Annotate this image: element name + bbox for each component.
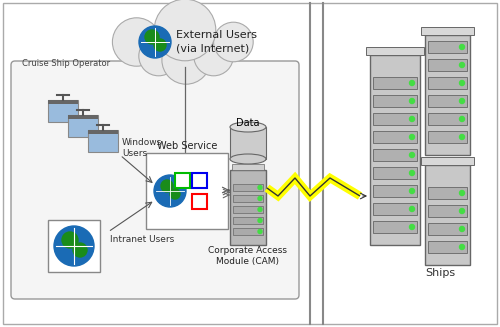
Bar bbox=[230, 127, 266, 159]
Circle shape bbox=[460, 227, 464, 232]
FancyBboxPatch shape bbox=[428, 223, 467, 235]
FancyBboxPatch shape bbox=[232, 164, 264, 170]
Circle shape bbox=[258, 218, 262, 222]
FancyBboxPatch shape bbox=[373, 95, 417, 107]
Ellipse shape bbox=[230, 154, 266, 164]
FancyBboxPatch shape bbox=[48, 100, 78, 122]
Text: Ships: Ships bbox=[425, 268, 455, 278]
FancyBboxPatch shape bbox=[425, 35, 470, 155]
FancyBboxPatch shape bbox=[428, 95, 467, 107]
FancyBboxPatch shape bbox=[146, 153, 228, 229]
Circle shape bbox=[410, 206, 414, 212]
Circle shape bbox=[161, 180, 173, 192]
Circle shape bbox=[73, 243, 87, 257]
Circle shape bbox=[258, 185, 262, 190]
FancyBboxPatch shape bbox=[88, 130, 118, 152]
Text: Intranet Users: Intranet Users bbox=[110, 235, 174, 245]
FancyBboxPatch shape bbox=[373, 149, 417, 161]
Circle shape bbox=[410, 134, 414, 140]
FancyBboxPatch shape bbox=[428, 131, 467, 143]
FancyBboxPatch shape bbox=[373, 113, 417, 125]
Text: External Users
(via Internet): External Users (via Internet) bbox=[176, 30, 257, 53]
FancyBboxPatch shape bbox=[425, 165, 470, 265]
Circle shape bbox=[460, 134, 464, 140]
Circle shape bbox=[258, 230, 262, 233]
Circle shape bbox=[460, 62, 464, 67]
FancyBboxPatch shape bbox=[192, 194, 207, 209]
FancyBboxPatch shape bbox=[373, 221, 417, 233]
Circle shape bbox=[410, 170, 414, 176]
FancyBboxPatch shape bbox=[421, 27, 474, 35]
FancyBboxPatch shape bbox=[428, 113, 467, 125]
Circle shape bbox=[460, 44, 464, 49]
Circle shape bbox=[410, 152, 414, 158]
FancyBboxPatch shape bbox=[230, 170, 266, 245]
FancyBboxPatch shape bbox=[175, 173, 190, 188]
Text: Data: Data bbox=[236, 118, 260, 128]
Circle shape bbox=[214, 22, 253, 62]
Circle shape bbox=[460, 80, 464, 85]
Circle shape bbox=[154, 175, 186, 207]
Circle shape bbox=[139, 36, 178, 76]
FancyBboxPatch shape bbox=[428, 59, 467, 71]
FancyBboxPatch shape bbox=[48, 100, 78, 104]
FancyBboxPatch shape bbox=[192, 173, 207, 188]
FancyBboxPatch shape bbox=[373, 77, 417, 89]
FancyBboxPatch shape bbox=[233, 217, 263, 224]
Circle shape bbox=[170, 189, 180, 199]
Circle shape bbox=[112, 18, 161, 66]
Circle shape bbox=[258, 208, 262, 212]
FancyBboxPatch shape bbox=[373, 203, 417, 215]
FancyBboxPatch shape bbox=[233, 195, 263, 202]
FancyBboxPatch shape bbox=[233, 228, 263, 235]
Circle shape bbox=[460, 245, 464, 250]
FancyBboxPatch shape bbox=[428, 205, 467, 217]
FancyBboxPatch shape bbox=[68, 115, 98, 119]
FancyBboxPatch shape bbox=[428, 41, 467, 53]
FancyBboxPatch shape bbox=[421, 157, 474, 165]
FancyBboxPatch shape bbox=[373, 131, 417, 143]
FancyBboxPatch shape bbox=[48, 220, 100, 272]
FancyBboxPatch shape bbox=[88, 130, 118, 134]
Text: Web Service: Web Service bbox=[157, 141, 217, 151]
Circle shape bbox=[410, 80, 414, 85]
FancyBboxPatch shape bbox=[11, 61, 299, 299]
FancyBboxPatch shape bbox=[428, 77, 467, 89]
Text: Windows
Users: Windows Users bbox=[122, 138, 162, 158]
FancyBboxPatch shape bbox=[3, 3, 497, 324]
FancyBboxPatch shape bbox=[428, 187, 467, 199]
Circle shape bbox=[460, 116, 464, 122]
Circle shape bbox=[410, 98, 414, 104]
Circle shape bbox=[54, 226, 94, 266]
FancyBboxPatch shape bbox=[233, 206, 263, 213]
Circle shape bbox=[154, 39, 166, 51]
Circle shape bbox=[258, 197, 262, 200]
Circle shape bbox=[410, 188, 414, 194]
Circle shape bbox=[460, 98, 464, 104]
Circle shape bbox=[162, 36, 210, 84]
FancyBboxPatch shape bbox=[370, 55, 420, 245]
Circle shape bbox=[460, 209, 464, 214]
Ellipse shape bbox=[230, 122, 266, 132]
Circle shape bbox=[62, 232, 78, 248]
FancyBboxPatch shape bbox=[233, 184, 263, 191]
Circle shape bbox=[410, 225, 414, 230]
Circle shape bbox=[154, 0, 216, 61]
Circle shape bbox=[410, 116, 414, 122]
Circle shape bbox=[194, 36, 234, 76]
Text: Cruise Ship Operator: Cruise Ship Operator bbox=[22, 59, 110, 68]
FancyBboxPatch shape bbox=[366, 47, 424, 55]
Circle shape bbox=[145, 30, 159, 44]
Circle shape bbox=[139, 26, 171, 58]
Circle shape bbox=[460, 191, 464, 196]
FancyBboxPatch shape bbox=[373, 185, 417, 197]
FancyBboxPatch shape bbox=[428, 241, 467, 253]
FancyBboxPatch shape bbox=[373, 167, 417, 179]
Text: Corporate Access
Module (CAM): Corporate Access Module (CAM) bbox=[208, 246, 288, 266]
FancyBboxPatch shape bbox=[68, 115, 98, 137]
